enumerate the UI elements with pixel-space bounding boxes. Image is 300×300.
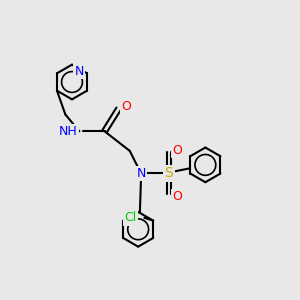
Text: O: O [172,144,182,157]
Text: S: S [165,166,173,180]
Text: O: O [172,190,182,203]
Text: N: N [136,167,146,180]
Text: O: O [122,100,131,113]
Text: Cl: Cl [124,211,136,224]
Text: NH: NH [58,125,77,138]
Text: N: N [75,65,84,78]
